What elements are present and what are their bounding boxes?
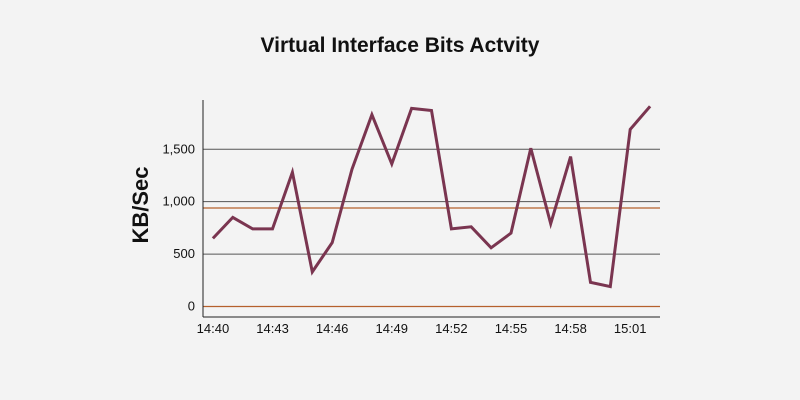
series-line: [211, 105, 652, 289]
x-tick-label: 14:49: [375, 321, 408, 336]
x-tick-label: 14:52: [435, 321, 468, 336]
x-tick-label: 14:43: [256, 321, 289, 336]
x-tick-label: 15:01: [614, 321, 647, 336]
x-tick-label: 14:40: [197, 321, 230, 336]
y-tick-label: 1,000: [162, 194, 195, 209]
chart-title: Virtual Interface Bits Actvity: [260, 34, 540, 57]
y-tick-label: 1,500: [162, 141, 195, 156]
x-tick-label: 14:46: [316, 321, 349, 336]
x-tick-label: 14:55: [495, 321, 528, 336]
y-tick-label: 0: [188, 299, 195, 314]
x-tick-label: 14:58: [554, 321, 587, 336]
y-tick-label: 500: [173, 246, 195, 261]
